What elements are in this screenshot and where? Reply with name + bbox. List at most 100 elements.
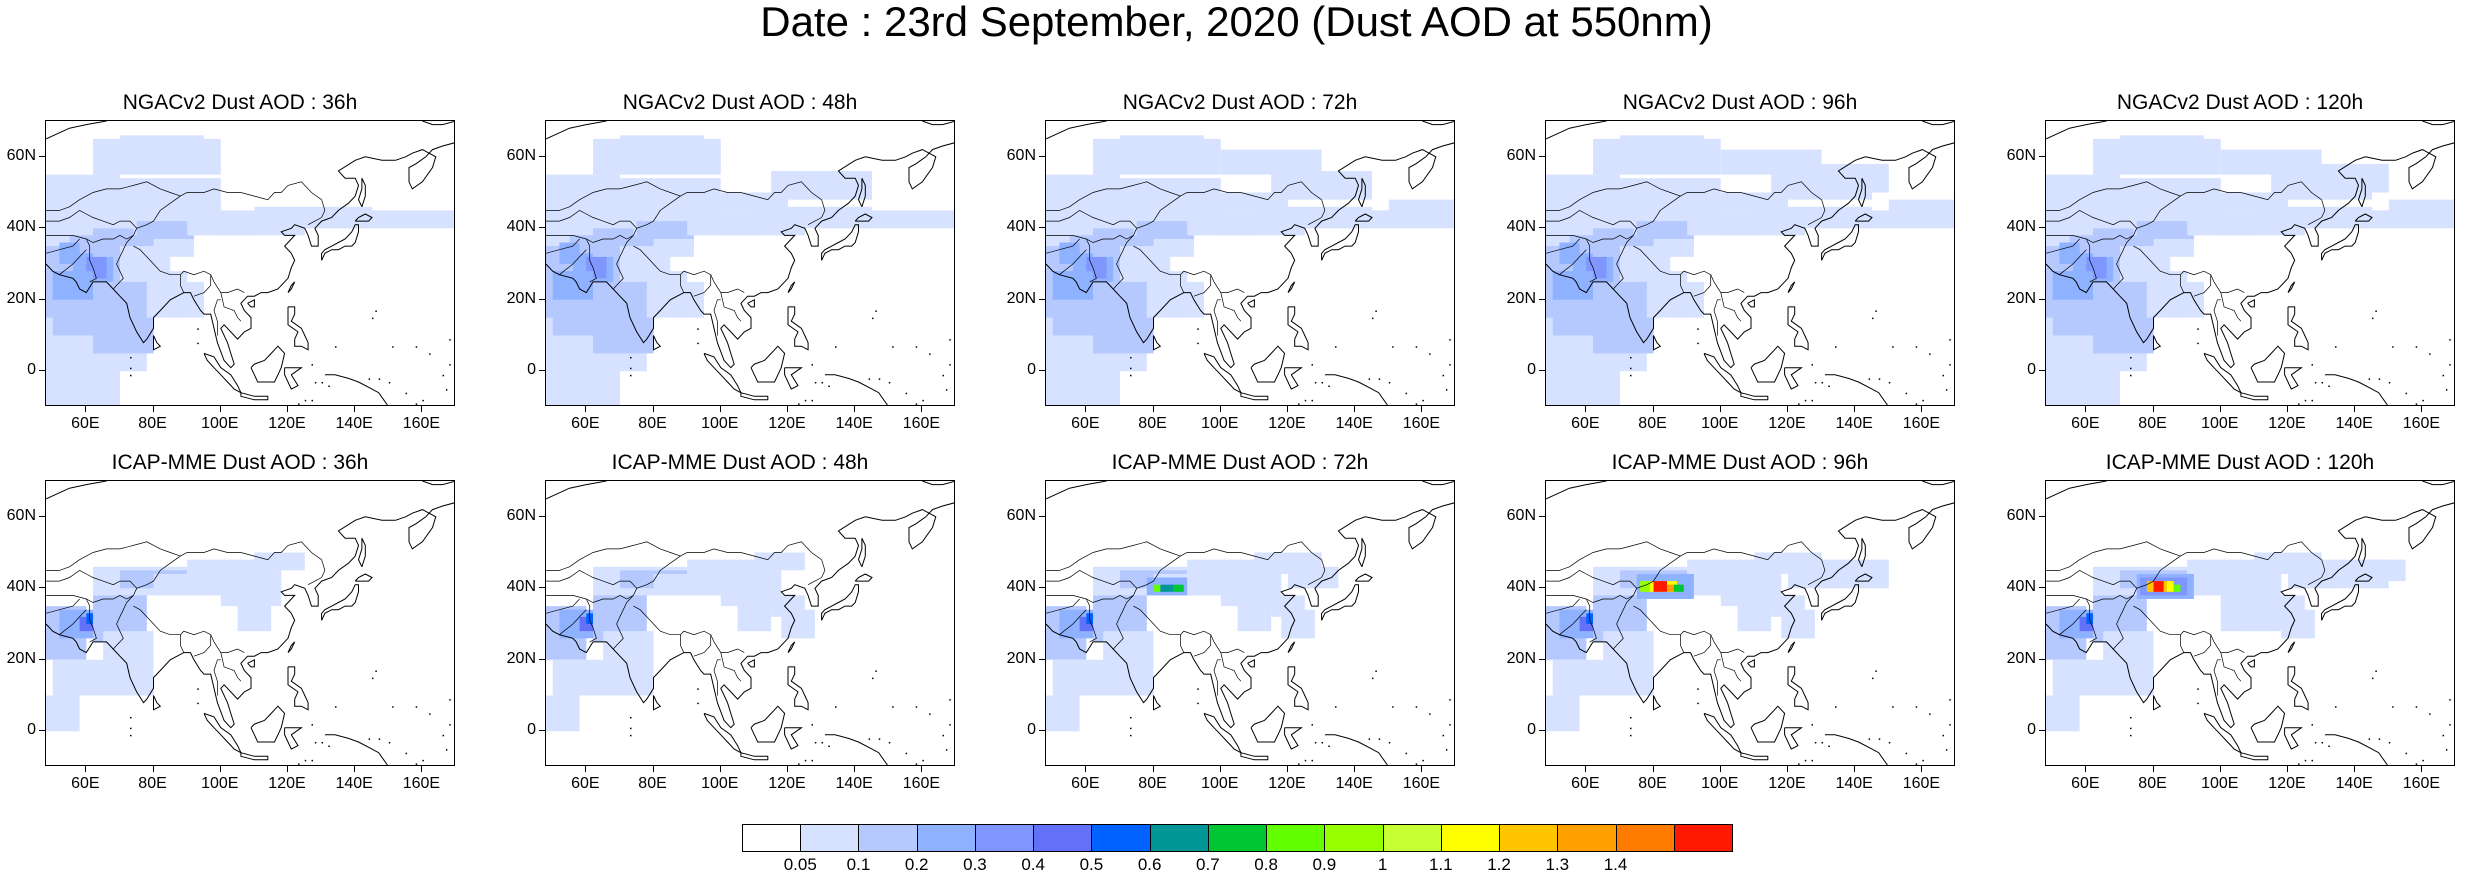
dust-aod-map <box>2046 481 2454 765</box>
island-dot <box>429 353 431 355</box>
island-dot <box>445 389 448 391</box>
aod-cell <box>2220 192 2288 211</box>
country-border <box>546 238 580 254</box>
lat-tick <box>2039 298 2045 300</box>
coastline <box>857 177 866 208</box>
country-border <box>2046 541 2181 571</box>
country-border <box>720 292 742 322</box>
coastline <box>1357 537 1366 568</box>
map-panel: ICAP-MME Dust AOD : 36h 60N 40N 20N 0 60E 80E 1… <box>0 450 480 810</box>
country-border <box>612 595 634 650</box>
island-dot <box>2378 378 2381 380</box>
country-border <box>1112 235 1134 290</box>
lon-tick <box>786 406 788 412</box>
coastline <box>703 712 742 754</box>
island-dot <box>2328 385 2330 388</box>
country-border <box>85 238 97 283</box>
country-border <box>1546 569 1637 589</box>
island-dot <box>1630 734 1632 737</box>
lat-tick <box>39 155 45 157</box>
island-dot <box>2298 763 2300 765</box>
island-dot <box>1314 741 1317 744</box>
island-dot <box>697 328 699 330</box>
lon-tick <box>1921 406 1923 412</box>
aod-cell <box>1170 281 1204 318</box>
island-dot <box>1449 339 1451 341</box>
country-border <box>1046 541 1326 603</box>
island-dot <box>1130 374 1132 377</box>
lat-tick <box>539 227 545 229</box>
aod-cell <box>1237 595 1272 632</box>
island-dot <box>2388 381 2391 384</box>
aod-cell <box>1173 584 1184 592</box>
country-border <box>59 609 87 635</box>
country-border <box>2213 299 2221 336</box>
island-dot <box>371 677 374 680</box>
island-dot <box>915 346 918 348</box>
map-frame <box>45 480 455 766</box>
island-dot <box>1197 702 1199 705</box>
country-border <box>1180 274 1185 293</box>
island-dot <box>929 713 931 715</box>
coastline <box>750 705 786 743</box>
lat-tick-label: 40N <box>2006 218 2036 236</box>
island-dot <box>445 749 448 751</box>
island-dot <box>1915 763 1918 765</box>
aod-cell <box>46 695 80 732</box>
lon-tick-label: 120E <box>268 415 306 432</box>
lon-tick-label: 80E <box>638 775 667 792</box>
island-dot <box>630 356 632 359</box>
island-dot <box>2415 706 2418 708</box>
lon-tick-label: 60E <box>1571 415 1600 432</box>
country-border <box>1046 238 1080 254</box>
coastline <box>1653 335 1662 351</box>
lon-tick <box>2286 766 2288 772</box>
island-dot <box>1942 374 1945 377</box>
lat-tick <box>539 658 545 660</box>
coastline <box>857 537 866 568</box>
island-dot <box>1905 752 1908 755</box>
lat-tick <box>1539 298 1545 300</box>
island-dot <box>814 381 817 384</box>
country-border <box>1612 595 1634 650</box>
island-dot <box>915 706 918 708</box>
coastline <box>2153 335 2162 351</box>
coastline <box>2046 142 2454 369</box>
island-dot <box>2449 364 2451 366</box>
lat-tick <box>1539 730 1545 732</box>
lat-tick-label: 60N <box>1506 506 1536 524</box>
lat-tick <box>1039 298 1045 300</box>
island-dot <box>811 759 813 762</box>
aod-cell <box>2046 695 2080 732</box>
island-dot <box>2197 342 2199 345</box>
aod-cell <box>1552 335 1594 372</box>
coastline <box>1422 121 1454 126</box>
island-dot <box>1130 734 1132 737</box>
island-dot <box>2405 392 2408 395</box>
island-dot <box>298 763 300 765</box>
island-dot <box>1314 381 1317 384</box>
aod-cell <box>646 224 681 239</box>
island-dot <box>1878 738 1881 740</box>
island-dot <box>1311 759 1313 762</box>
country-border <box>210 274 245 293</box>
coastline <box>422 481 454 486</box>
lat-tick <box>1039 370 1045 372</box>
coastline <box>1821 224 1859 261</box>
coastline <box>2250 705 2286 743</box>
lat-tick-label: 20N <box>6 289 36 307</box>
island-dot <box>1130 716 1132 719</box>
island-dot <box>429 713 431 715</box>
island-dot <box>2311 364 2313 366</box>
lon-tick <box>921 406 923 412</box>
country-border <box>1559 609 1587 635</box>
lon-tick-label: 120E <box>1268 415 1306 432</box>
island-dot <box>392 346 394 348</box>
island-dot <box>2311 724 2313 726</box>
country-border <box>585 238 597 283</box>
aod-cell <box>59 242 80 264</box>
lat-tick-label: 0 <box>1527 361 1536 379</box>
island-dot <box>2304 399 2307 402</box>
country-border <box>2307 577 2322 586</box>
coastline <box>784 727 803 750</box>
